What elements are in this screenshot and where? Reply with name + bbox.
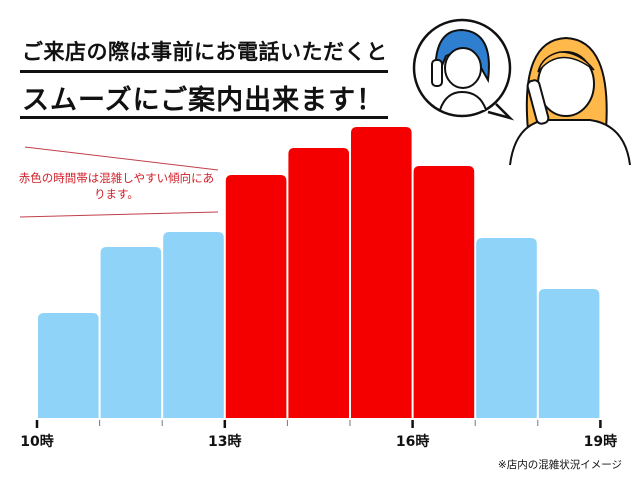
divider [20,70,388,73]
annotation-line-bottom [19,211,219,218]
headline-line-1: ご来店の際は事前にお電話いただくと [22,40,388,64]
bar-13時 [225,175,287,418]
bar-11時 [100,247,162,418]
bar-14時 [288,148,349,418]
phone-icon [431,59,443,87]
bar-15時 [351,127,412,418]
bar-16時 [413,166,475,418]
woman-body [509,119,631,166]
annotation-line-top [24,146,219,171]
divider [20,116,388,119]
bar-10時 [38,313,99,418]
bar-12時 [163,232,224,418]
bar-17時 [476,238,537,418]
bar-18時 [538,289,600,418]
headline-line-2: スムーズにご案内出来ます！ [22,85,385,116]
caption: ※店内の混雑状況イメージ [497,459,622,471]
busy-annotation: 赤色の時間帯は混雑しやすい傾向にあります。 [18,171,215,201]
tick-label: 16時 [396,433,429,450]
tick-label: 13時 [208,433,241,450]
phone-icon [526,79,550,125]
woman-face-icon [444,47,482,89]
tick-label: 10時 [20,433,53,450]
tick-label: 19時 [584,433,617,450]
speech-bubble-tail [487,103,515,121]
phone-illustration [412,18,631,166]
